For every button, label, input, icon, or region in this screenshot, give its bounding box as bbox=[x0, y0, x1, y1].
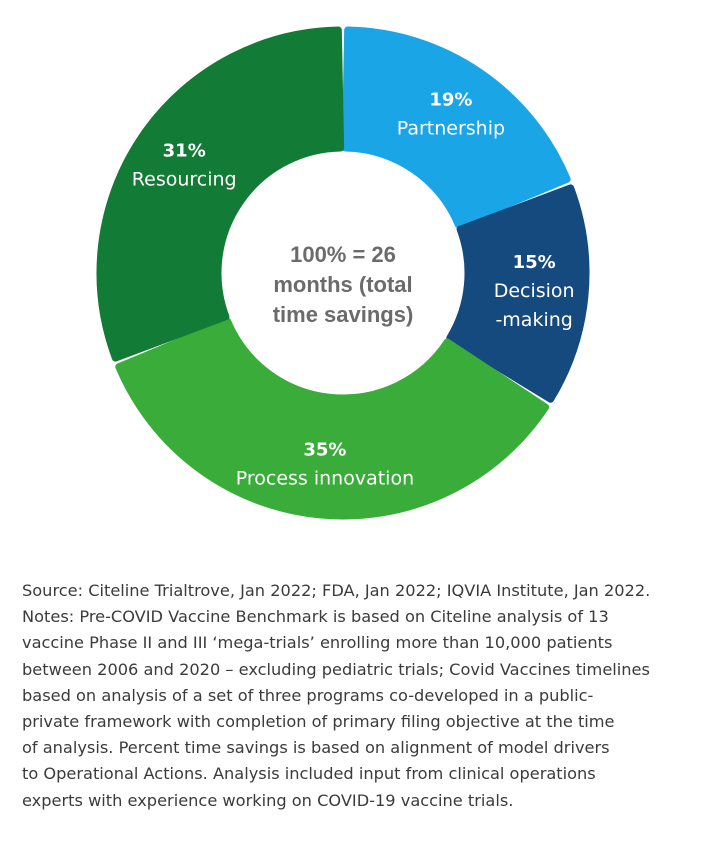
slice-resourcing bbox=[96, 26, 345, 362]
slice-name-label: Resourcing bbox=[132, 169, 237, 191]
slice-process-innovation bbox=[115, 317, 550, 520]
slice-labels: 19% Partnership 15% Decision -making 35% Proce… bbox=[132, 90, 575, 490]
center-text-line-3: time savings) bbox=[273, 302, 414, 327]
slice-percent-label: 35% bbox=[303, 440, 346, 461]
donut-chart: 19% Partnership 15% Decision -making 35% Proce… bbox=[96, 26, 590, 520]
notes-line: between 2006 and 2020 – excluding pediat… bbox=[22, 659, 650, 679]
center-text-line-1: 100% = 26 bbox=[290, 242, 396, 267]
center-text-line-2: months (total bbox=[273, 272, 412, 297]
source-notes: Source: Citeline Trialtrove, Jan 2022; F… bbox=[22, 578, 712, 814]
notes-line: vaccine Phase II and III ‘mega-trials’ e… bbox=[22, 633, 613, 653]
slice-name-label: -making bbox=[495, 309, 572, 331]
notes-line: of analysis. Percent time savings is bas… bbox=[22, 738, 610, 758]
slice-partnership bbox=[341, 26, 571, 229]
slice-percent-label: 15% bbox=[513, 252, 556, 273]
slice-name-label: Process innovation bbox=[236, 468, 414, 490]
slice-percent-label: 19% bbox=[429, 90, 472, 111]
center-label: 100% = 26 months (total time savings) bbox=[273, 242, 414, 327]
notes-line: experts with experience working on COVID… bbox=[22, 790, 514, 810]
slice-name-label: Partnership bbox=[397, 118, 505, 140]
slice-percent-label: 31% bbox=[163, 141, 206, 162]
donut-slices bbox=[96, 26, 590, 520]
slice-decision-making bbox=[446, 184, 590, 403]
notes-line: private framework with completion of pri… bbox=[22, 712, 615, 732]
notes-line: Source: Citeline Trialtrove, Jan 2022; F… bbox=[22, 581, 651, 600]
slice-name-label: Decision bbox=[494, 280, 575, 302]
notes-line: Notes: Pre-COVID Vaccine Benchmark is ba… bbox=[22, 607, 609, 627]
notes-line: to Operational Actions. Analysis include… bbox=[22, 764, 596, 784]
notes-line: based on analysis of a set of three prog… bbox=[22, 685, 594, 705]
